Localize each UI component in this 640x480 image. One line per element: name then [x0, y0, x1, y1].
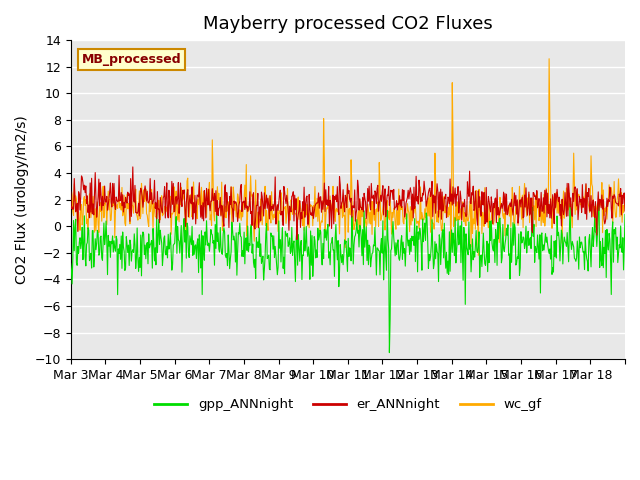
Legend: gpp_ANNnight, er_ANNnight, wc_gf: gpp_ANNnight, er_ANNnight, wc_gf [149, 393, 547, 417]
Text: MB_processed: MB_processed [82, 53, 181, 66]
Title: Mayberry processed CO2 Fluxes: Mayberry processed CO2 Fluxes [203, 15, 493, 33]
Y-axis label: CO2 Flux (urology/m2/s): CO2 Flux (urology/m2/s) [15, 115, 29, 284]
